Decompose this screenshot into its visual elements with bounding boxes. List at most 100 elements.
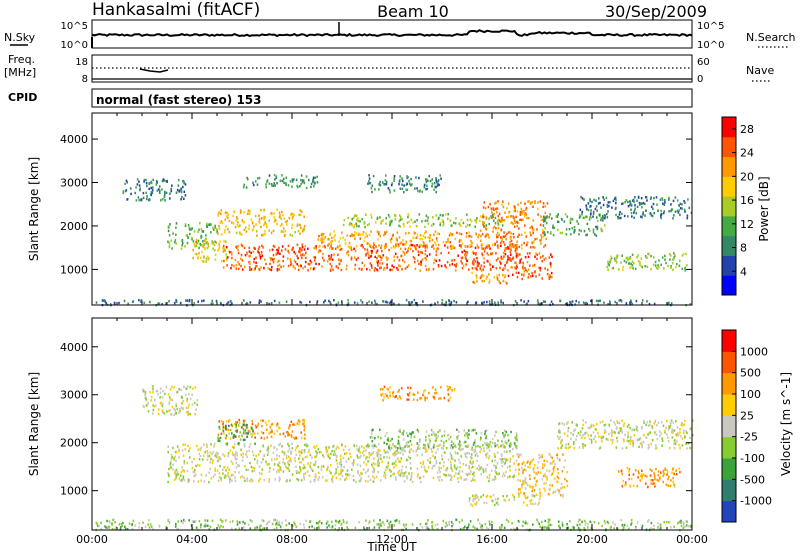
heatmap-cell [589,229,591,232]
heatmap-cell [122,191,125,195]
heatmap-cell [493,225,496,228]
heatmap-cell [281,445,283,448]
heatmap-cell [621,431,623,434]
heatmap-cell [206,458,209,461]
heatmap-cell [317,238,320,241]
heatmap-cell [381,262,384,265]
heatmap-cell [580,436,583,439]
heatmap-cell [539,269,541,272]
heatmap-cell [390,470,392,473]
heatmap-cell [207,245,210,248]
heatmap-cell [603,198,605,201]
heatmap-cell [628,257,630,261]
heatmap-cell [444,525,447,528]
heatmap-cell [364,236,366,239]
heatmap-cell [551,472,554,475]
heatmap-cell [466,432,469,435]
heatmap-cell [684,435,686,438]
heatmap-cell [178,411,180,414]
heatmap-cell [254,424,257,427]
heatmap-cell [333,253,335,256]
heatmap-cell [525,481,528,484]
heatmap-cell [290,212,293,216]
heatmap-cell [530,502,532,505]
heatmap-cell [217,232,219,235]
heatmap-cell [542,224,545,227]
heatmap-cell [490,252,492,256]
heatmap-cell [660,263,662,266]
heatmap-cell [480,264,483,267]
heatmap-cell [318,262,320,266]
heatmap-cell [372,446,375,449]
heatmap-cell [237,251,240,255]
heatmap-cell [523,210,525,213]
heatmap-cell [296,223,299,226]
heatmap-cell [381,256,383,260]
heatmap-cell [406,475,408,478]
heatmap-cell [250,432,252,436]
heatmap-cell [294,231,296,234]
heatmap-cell [237,221,239,224]
heatmap-cell [496,451,499,454]
heatmap-cell [438,183,440,187]
heatmap-cell [657,209,659,213]
heatmap-cell [407,213,410,216]
heatmap-cell [680,519,682,523]
heatmap-cell [140,198,143,201]
heatmap-cell [566,484,569,488]
heatmap-cell [472,461,474,464]
heatmap-cell [243,221,245,224]
heatmap-cell [334,527,336,531]
heatmap-cell [651,425,653,428]
heatmap-cell [581,520,583,524]
heatmap-cell [419,244,421,247]
heatmap-cell [418,444,420,447]
heatmap-cell [489,203,491,206]
heatmap-cell [419,461,422,465]
heatmap-cell [385,230,388,233]
heatmap-cell [372,443,375,447]
heatmap-cell [435,259,437,263]
heatmap-cell [386,442,388,446]
heatmap-cell [495,444,498,447]
heatmap-cell [273,220,276,223]
heatmap-cell [470,240,472,243]
heatmap-cell [407,249,409,252]
heatmap-cell [235,219,238,222]
heatmap-cell [466,213,468,216]
heatmap-cell [277,463,279,467]
heatmap-cell [621,212,623,215]
heatmap-cell [277,523,280,526]
heatmap-cell [398,460,400,463]
heatmap-cell [537,461,540,464]
heatmap-cell [485,469,487,473]
heatmap-cell [174,239,177,242]
heatmap-cell [393,524,396,527]
heatmap-cell [289,233,292,236]
heatmap-cell [458,232,461,235]
heatmap-cell [428,442,431,445]
heatmap-cell [279,477,281,481]
heatmap-cell [555,215,557,218]
heatmap-cell [441,299,444,302]
heatmap-cell [483,447,485,450]
heatmap-cell [183,197,185,200]
heatmap-cell [551,484,553,487]
heatmap-cell [240,254,243,257]
heatmap-cell [220,209,223,212]
heatmap-cell [327,238,330,241]
heatmap-cell [290,420,293,423]
heatmap-cell [494,498,497,501]
heatmap-cell [393,175,396,178]
heatmap-cell [521,277,523,281]
heatmap-cell [263,479,266,482]
heatmap-cell [280,265,282,268]
heatmap-cell [536,253,539,257]
heatmap-cell [174,525,177,528]
heatmap-cell [484,523,487,526]
heatmap-cell [236,223,239,227]
heatmap-cell [546,202,549,205]
heatmap-cell [464,440,467,444]
heatmap-cell [367,460,369,463]
heatmap-cell [504,253,507,256]
